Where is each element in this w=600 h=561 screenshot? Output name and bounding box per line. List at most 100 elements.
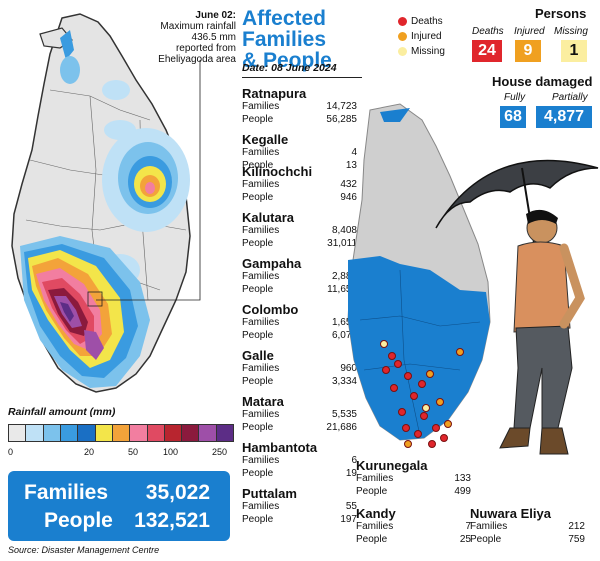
families-row: Families 133 bbox=[356, 473, 471, 486]
missing-count: 1 bbox=[561, 40, 587, 62]
families-row: Families 4 bbox=[242, 147, 357, 160]
families-value: 133 bbox=[454, 473, 471, 484]
death-dot bbox=[390, 384, 398, 392]
death-dot bbox=[418, 380, 426, 388]
deaths-label: Deaths bbox=[472, 26, 504, 37]
people-row: People 19 bbox=[242, 468, 357, 481]
people-value: 759 bbox=[568, 533, 585, 545]
families-row: Families 7 bbox=[356, 521, 471, 534]
legend-swatch bbox=[164, 425, 183, 441]
title-line2: & People bbox=[242, 49, 332, 72]
families-label: Families bbox=[470, 521, 508, 532]
legend-tick: 100 bbox=[163, 447, 179, 457]
district-name: Kurunegala bbox=[356, 458, 428, 473]
people-label: People bbox=[356, 485, 388, 497]
death-dot bbox=[404, 372, 412, 380]
district-block: Matara Families 5,535 People 21,686 bbox=[242, 394, 357, 434]
district-block: Puttalam Families 55 People 197 bbox=[242, 486, 357, 526]
district-block: Gampaha Families 2,889 People 11,657 bbox=[242, 256, 357, 296]
families-row: Families 432 bbox=[242, 179, 357, 192]
people-value: 499 bbox=[454, 485, 471, 497]
families-label: Families bbox=[242, 101, 280, 112]
death-dot bbox=[428, 440, 436, 448]
people-value: 19 bbox=[345, 467, 357, 479]
people-label: People bbox=[242, 467, 274, 479]
district-block: Kandy Families 7 People 25 bbox=[356, 506, 471, 546]
legend-swatch bbox=[78, 425, 96, 441]
callout-line4: Eheliyagoda area bbox=[158, 54, 236, 65]
totals-families-label: Families bbox=[24, 481, 109, 504]
families-row: Families 5,535 bbox=[242, 409, 357, 422]
injured-dot bbox=[456, 348, 464, 356]
legend-swatch bbox=[182, 425, 200, 441]
legend-tick: 50 bbox=[128, 447, 139, 457]
families-value: 432 bbox=[340, 179, 357, 190]
people-row: People 759 bbox=[470, 534, 585, 547]
people-row: People 31,011 bbox=[242, 238, 357, 251]
families-label: Families bbox=[356, 521, 394, 532]
families-label: Families bbox=[242, 363, 280, 374]
people-row: People 499 bbox=[356, 486, 471, 499]
legend-swatch bbox=[112, 425, 131, 441]
totals-people-label: People bbox=[44, 509, 113, 532]
affected-area bbox=[348, 256, 490, 440]
people-row: People 11,657 bbox=[242, 284, 357, 297]
injured-dot-icon bbox=[398, 32, 407, 41]
rainfall-map bbox=[11, 13, 201, 393]
page-title: Affected Families & People bbox=[242, 8, 382, 71]
people-value: 21,686 bbox=[326, 421, 357, 433]
missing-dot bbox=[422, 404, 430, 412]
partially-label: Partially bbox=[552, 92, 588, 103]
people-label: People bbox=[356, 533, 388, 545]
district-block: Nuwara Eliya Families 212 People 759 bbox=[470, 506, 585, 546]
families-value: 14,723 bbox=[326, 101, 357, 112]
families-row: Families 8,408 bbox=[242, 225, 357, 238]
legend-injured: Injured bbox=[411, 31, 442, 42]
injured-count: 9 bbox=[515, 40, 541, 62]
district-block: Kilinochchi Families 432 People 946 bbox=[242, 164, 357, 204]
families-row: Families 55 bbox=[242, 501, 357, 514]
injured-label: Injured bbox=[514, 26, 545, 37]
legend-swatch bbox=[95, 425, 113, 441]
missing-dot bbox=[380, 340, 388, 348]
families-value: 5,535 bbox=[331, 409, 357, 420]
families-value: 212 bbox=[568, 521, 585, 532]
report-date: Date: 08 June 2024 bbox=[242, 62, 337, 74]
families-label: Families bbox=[242, 317, 280, 328]
house-damaged-title: House damaged bbox=[492, 74, 593, 89]
death-dot bbox=[432, 424, 440, 432]
max-rainfall-callout: June 02: Maximum rainfall 436.5 mm repor… bbox=[136, 10, 236, 65]
legend-swatch bbox=[26, 425, 44, 441]
legend-swatch bbox=[216, 425, 234, 441]
district-block: Galle Families 960 People 3,334 bbox=[242, 348, 357, 388]
district-name: Nuwara Eliya bbox=[470, 506, 551, 521]
people-value: 946 bbox=[340, 191, 357, 203]
legend-swatch bbox=[9, 425, 27, 441]
people-row: People 56,285 bbox=[242, 114, 357, 127]
legend-missing: Missing bbox=[411, 46, 445, 57]
injured-dot bbox=[436, 398, 444, 406]
families-label: Families bbox=[242, 225, 280, 236]
families-label: Families bbox=[356, 473, 394, 484]
callout-line2: 436.5 mm bbox=[191, 32, 236, 43]
rain-blob-east bbox=[102, 128, 190, 232]
families-value: 960 bbox=[340, 363, 357, 374]
injured-dot bbox=[444, 420, 452, 428]
families-label: Families bbox=[242, 271, 280, 282]
legend-swatch bbox=[199, 425, 217, 441]
injured-dot bbox=[426, 370, 434, 378]
people-value: 31,011 bbox=[327, 237, 357, 249]
people-row: People 3,334 bbox=[242, 376, 357, 389]
incident-map bbox=[347, 103, 491, 441]
people-label: People bbox=[470, 533, 502, 545]
district-block: Kalutara Families 8,408 People 31,011 bbox=[242, 210, 357, 250]
people-value: 56,285 bbox=[326, 113, 357, 125]
injured-dot bbox=[404, 440, 412, 448]
district-name: Puttalam bbox=[242, 486, 297, 501]
people-value: 6,074 bbox=[331, 329, 357, 341]
source-note: Source: Disaster Management Centre bbox=[8, 545, 160, 555]
legend-swatch bbox=[147, 425, 165, 441]
district-name: Gampaha bbox=[242, 256, 302, 271]
people-row: People 21,686 bbox=[242, 422, 357, 435]
people-label: People bbox=[242, 421, 274, 433]
